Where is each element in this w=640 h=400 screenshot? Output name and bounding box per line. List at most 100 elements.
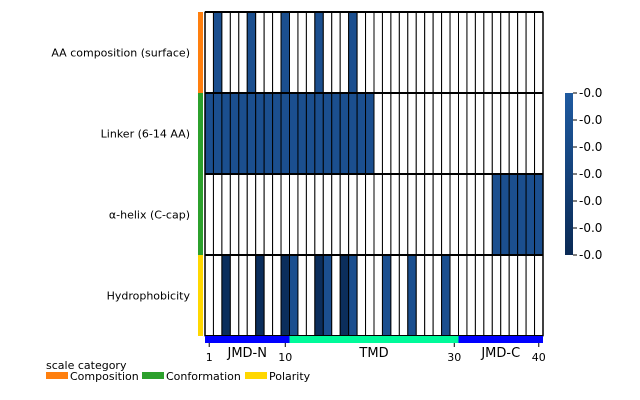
heatmap-cell <box>398 173 409 256</box>
heatmap-cell <box>491 254 502 337</box>
row-labels: AA composition (surface) Linker (6-14 AA)… <box>51 47 190 303</box>
heatmap-cell <box>424 92 434 175</box>
heatmap-cell <box>424 173 434 256</box>
heatmap-cell <box>491 11 502 94</box>
heatmap-cell <box>441 173 451 256</box>
heatmap-cell <box>339 173 350 256</box>
heatmap-cell <box>289 173 299 256</box>
heatmap-cell <box>373 92 383 175</box>
heatmap-cell <box>407 92 417 175</box>
heatmap-cell <box>525 92 536 175</box>
heatmap-cell <box>458 11 468 94</box>
heatmap-cell <box>314 11 324 94</box>
heatmap-cell <box>339 254 350 337</box>
heatmap-cell <box>466 254 476 337</box>
heatmap-cell <box>474 11 485 94</box>
heatmap-cell <box>221 11 231 94</box>
heatmap-cell <box>314 254 324 337</box>
heatmap-cell <box>390 11 400 94</box>
x-tick-label: 10 <box>278 351 292 364</box>
heatmap-cell <box>289 92 299 175</box>
heatmap-cell <box>322 254 333 337</box>
heatmap-cell <box>517 92 527 175</box>
heatmap-cell <box>424 11 434 94</box>
heatmap-cell <box>331 92 341 175</box>
row-label: AA composition (surface) <box>51 47 190 60</box>
heatmap-cell <box>390 92 400 175</box>
heatmap-cell <box>289 11 299 94</box>
legend-swatch <box>142 372 164 379</box>
heatmap-cell <box>348 173 358 256</box>
category-bar-segment <box>198 93 203 174</box>
heatmap-cell <box>246 254 257 337</box>
x-tick-label: 40 <box>532 351 546 364</box>
heatmap-cell <box>449 92 459 175</box>
heatmap-cell <box>204 11 214 94</box>
heatmap-cell <box>229 254 240 337</box>
heatmap-cell <box>365 11 375 94</box>
heatmap-cell <box>432 92 443 175</box>
heatmap-cell <box>322 173 333 256</box>
legend-item-label: Polarity <box>269 370 311 383</box>
category-bar-segment <box>198 174 203 255</box>
heatmap-cell <box>255 92 265 175</box>
legend-title: scale category <box>46 359 127 372</box>
heatmap-cell <box>339 92 350 175</box>
heatmap-cell <box>483 173 493 256</box>
region-label: JMD-N <box>227 346 267 361</box>
heatmap-cell <box>500 92 510 175</box>
colorbar-gradient <box>565 93 573 255</box>
heatmap-cell <box>221 254 231 337</box>
heatmap-cell <box>407 11 417 94</box>
x-axis-ticks: 1 10 30 40 <box>206 343 546 364</box>
heatmap-cell <box>314 92 324 175</box>
heatmap-cell <box>238 11 248 94</box>
heatmap-cell <box>508 11 519 94</box>
colorbar: -0.0 -0.0 -0.0 -0.0 -0.0 -0.0 -0.0 <box>565 86 602 262</box>
heatmap-cell <box>525 11 536 94</box>
heatmap-cell <box>381 173 392 256</box>
heatmap-cell <box>339 11 350 94</box>
colorbar-tick-label: -0.0 <box>579 221 602 235</box>
heatmap-cell <box>449 254 459 337</box>
heatmap-cell <box>466 11 476 94</box>
heatmap-cell <box>255 11 265 94</box>
heatmap-cell <box>331 254 341 337</box>
heatmap-cell <box>331 11 341 94</box>
heatmap-cell <box>221 173 231 256</box>
heatmap-cell <box>398 92 409 175</box>
heatmap-cell <box>229 92 240 175</box>
heatmap-cell <box>534 254 544 337</box>
category-bar <box>198 12 203 336</box>
heatmap-cell <box>415 92 426 175</box>
colorbar-tick-label: -0.0 <box>579 167 602 181</box>
heatmap-cell <box>356 92 367 175</box>
heatmap-cell <box>415 11 426 94</box>
heatmap-cell <box>314 173 324 256</box>
heatmap-cell <box>348 254 358 337</box>
heatmap-cell <box>449 173 459 256</box>
heatmap-cell <box>432 173 443 256</box>
heatmap-cell <box>238 254 248 337</box>
heatmap-cell <box>365 254 375 337</box>
heatmap-cell <box>280 254 290 337</box>
row-label: Linker (6-14 AA) <box>101 128 190 141</box>
heatmap-cell <box>373 11 383 94</box>
heatmap-cell <box>272 11 282 94</box>
region-segment <box>458 336 543 343</box>
heatmap-cell <box>407 173 417 256</box>
heatmap-cell <box>441 92 451 175</box>
heatmap-cell <box>229 11 240 94</box>
heatmap-cell <box>297 11 307 94</box>
heatmap-cell <box>525 173 536 256</box>
heatmap-cell <box>458 173 468 256</box>
heatmap-cell <box>491 173 502 256</box>
heatmap-cell <box>322 92 333 175</box>
heatmap-cell <box>305 173 316 256</box>
heatmap-cell <box>415 173 426 256</box>
heatmap-cell <box>204 173 214 256</box>
heatmap-cell <box>365 92 375 175</box>
heatmap-cell <box>500 173 510 256</box>
heatmap-cell <box>356 11 367 94</box>
